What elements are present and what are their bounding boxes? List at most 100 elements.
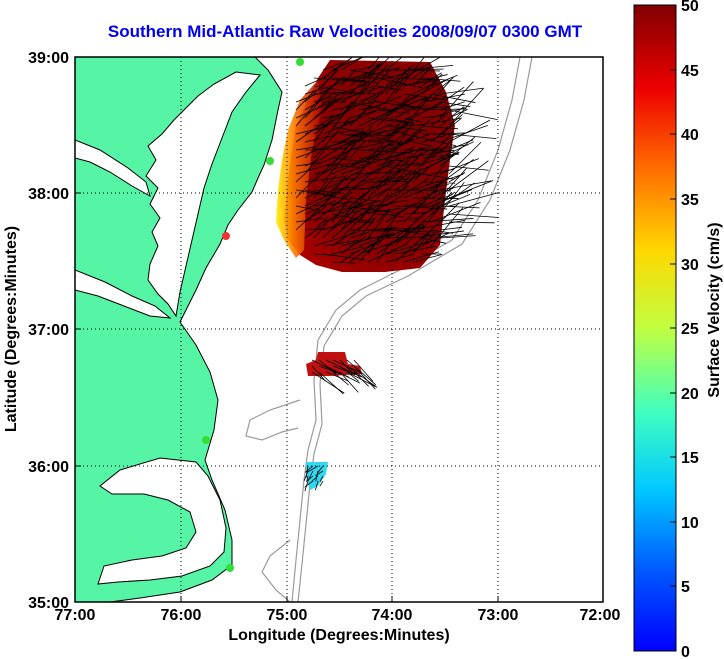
velocity-arrow [376, 94, 412, 127]
velocity-arrow [394, 118, 415, 135]
velocity-arrow [319, 480, 324, 487]
velocity-arrow [304, 84, 334, 95]
velocity-arrow [385, 120, 408, 143]
velocity-arrow [340, 110, 377, 127]
velocity-arrow [303, 470, 309, 481]
velocity-arrow [394, 106, 416, 119]
velocity-arrow [385, 57, 403, 71]
velocity-arrow [430, 158, 474, 191]
velocity-arrow [304, 69, 339, 103]
velocity-arrow [412, 81, 438, 95]
velocity-arrow [322, 62, 342, 71]
colorbar-tick-label: 5 [681, 579, 690, 596]
velocity-arrow [421, 237, 446, 244]
radar-site-marker [266, 157, 274, 165]
velocity-arrow [340, 210, 359, 231]
velocity-arrow [403, 106, 448, 111]
colorbar-tick-label: 50 [681, 0, 699, 15]
lon-tick-label: 73:00 [478, 607, 519, 624]
velocity-arrow [346, 359, 377, 386]
lon-tick-label: 76:00 [161, 607, 202, 624]
velocity-arrow [349, 231, 370, 239]
x-axis-label: Longitude (Degrees:Minutes) [228, 627, 449, 644]
velocity-arrow [367, 162, 392, 175]
velocity-arrow [385, 134, 429, 151]
velocity-arrow [421, 93, 465, 103]
velocity-arrow [340, 235, 367, 255]
velocity-arrow [394, 197, 428, 215]
velocity-arrow [349, 130, 386, 143]
radar-site-marker [222, 232, 230, 240]
velocity-arrow [403, 57, 441, 79]
velocity-arrow [367, 123, 394, 135]
lat-tick-label: 37:00 [28, 322, 69, 339]
velocity-arrow [376, 170, 412, 199]
velocity-arrow [448, 88, 484, 127]
velocity-arrow [358, 207, 403, 215]
velocity-arrow [448, 136, 476, 159]
velocity-arrow [340, 189, 388, 215]
velocity-arrow [412, 117, 462, 127]
velocity-arrow [421, 191, 452, 231]
velocity-arrow [421, 125, 459, 130]
radar-site-marker [202, 436, 210, 444]
velocity-arrow [358, 216, 377, 239]
velocity-arrow [394, 152, 422, 183]
colorbar-tick-label: 25 [681, 321, 699, 338]
velocity-arrow [331, 196, 353, 223]
velocity-arrow [448, 133, 497, 140]
velocity-arrow [430, 74, 458, 87]
velocity-arrow [322, 62, 344, 87]
velocity-arrow [325, 365, 361, 384]
velocity-arrow [311, 365, 326, 382]
velocity-arrow [376, 147, 396, 159]
velocity-arrow [358, 232, 395, 247]
velocity-arrow [322, 105, 351, 143]
velocity-arrow [376, 109, 410, 114]
velocity-arrow [448, 165, 489, 171]
velocity-arrow [295, 217, 324, 223]
velocity-arrow [439, 81, 474, 119]
velocity-arrow [349, 229, 391, 232]
velocity-arrow [340, 129, 365, 143]
velocity-arrow [331, 128, 364, 135]
velocity-arrow [403, 211, 435, 239]
velocity-arrow [394, 162, 420, 167]
velocity-arrow [430, 182, 475, 215]
velocity-arrow [322, 219, 355, 231]
velocity-arrow [385, 125, 428, 131]
velocity-arrow [421, 193, 453, 207]
velocity-arrow [367, 117, 410, 124]
velocity-arrow [367, 243, 408, 263]
velocity-arrow [403, 79, 449, 103]
velocity-arrow [430, 93, 476, 103]
velocity-arrow [385, 240, 432, 255]
velocity-arrow [349, 62, 381, 95]
velocity-arrow [358, 177, 379, 183]
velocity-arrow [358, 78, 380, 87]
velocity-arrow [367, 64, 389, 87]
velocity-arrow [340, 140, 359, 151]
velocity-arrow [448, 109, 498, 121]
velocity-arrow [367, 75, 409, 103]
velocity-arrow [306, 475, 309, 483]
velocity-arrow [332, 359, 361, 373]
colorbar-tick-label: 10 [681, 515, 699, 532]
velocity-arrow [430, 144, 469, 151]
velocity-arrow [340, 168, 364, 183]
velocity-arrow [430, 161, 447, 183]
velocity-arrow [331, 186, 356, 191]
velocity-arrow [313, 91, 356, 95]
bathymetry-contours [245, 57, 533, 602]
velocity-arrow [448, 180, 494, 199]
velocity-arrow [304, 148, 326, 175]
colorbar-tick-label: 35 [681, 192, 699, 209]
velocity-arrow [313, 85, 363, 95]
velocity-arrow [315, 480, 319, 491]
velocity-arrow [367, 139, 393, 167]
velocity-arrow [349, 236, 372, 247]
lon-tick-label: 75:00 [267, 607, 308, 624]
lat-tick-label: 39:00 [28, 50, 69, 67]
lon-tick-label: 77:00 [55, 607, 96, 624]
velocity-arrow [376, 246, 389, 263]
